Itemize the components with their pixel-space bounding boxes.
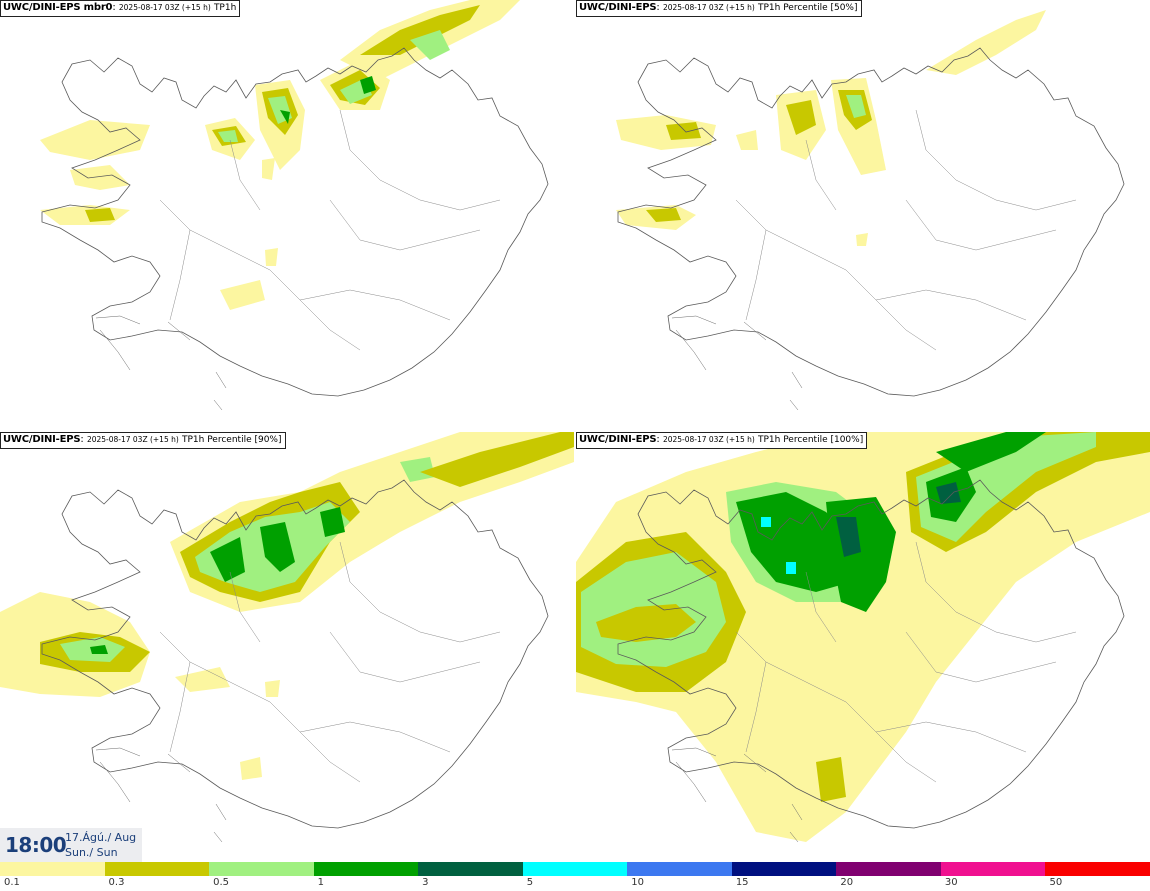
legend-swatch [104, 862, 210, 876]
precip-map [0, 432, 574, 843]
legend-swatch [313, 862, 419, 876]
legend-swatch [940, 862, 1046, 876]
legend-tick-label: 20 [840, 877, 854, 888]
legend-swatch [418, 862, 523, 876]
legend-swatch [731, 862, 837, 876]
legend-tick-label: 30 [944, 877, 958, 888]
parameter: TP1h Percentile [100%] [757, 435, 864, 445]
legend-tick-label: 15 [735, 877, 749, 888]
valid-day-line: Sun./ Sun [65, 846, 118, 859]
model-name: UWC/DINI-EPS [579, 434, 657, 445]
map-panel-p100: UWC/DINI-EPS: 2025-08-17 03Z (+15 h) TP1… [576, 432, 1150, 862]
model-name: UWC/DINI-EPS [579, 2, 657, 13]
legend-tick-label: 0.1 [4, 877, 20, 888]
valid-time-date: 17.Ágú./ Aug Sun./ Sun [65, 830, 136, 860]
legend-swatch [1045, 862, 1150, 876]
precip-map [576, 432, 1150, 843]
legend-color-bar [0, 862, 1150, 876]
map-panel-p50: UWC/DINI-EPS: 2025-08-17 03Z (+15 h) TP1… [576, 0, 1150, 430]
run-time: 2025-08-17 03Z (+15 h) [118, 3, 211, 12]
run-time: 2025-08-17 03Z (+15 h) [662, 3, 755, 12]
valid-time-box: 18:00 17.Ágú./ Aug Sun./ Sun [0, 828, 142, 862]
legend-tick-label: 0.3 [108, 877, 125, 888]
legend-tick-label: 10 [631, 877, 644, 888]
legend-tick-label: 1 [317, 877, 324, 888]
legend-swatch [522, 862, 628, 876]
run-time: 2025-08-17 03Z (+15 h) [86, 435, 179, 444]
valid-date-line: 17.Ágú./ Aug [65, 831, 137, 844]
panel-title: UWC/DINI-EPS: 2025-08-17 03Z (+15 h) TP1… [576, 0, 862, 17]
map-panel-mbr0: UWC/DINI-EPS mbr0: 2025-08-17 03Z (+15 h… [0, 0, 574, 430]
panel-title: UWC/DINI-EPS mbr0: 2025-08-17 03Z (+15 h… [0, 0, 241, 17]
legend-swatch [209, 862, 314, 876]
panel-title: UWC/DINI-EPS: 2025-08-17 03Z (+15 h) TP1… [0, 432, 286, 449]
model-name: UWC/DINI-EPS [3, 434, 81, 445]
valid-time-clock: 18:00 [5, 833, 67, 857]
legend-swatch [836, 862, 941, 876]
model-name: UWC/DINI-EPS mbr0 [3, 2, 113, 13]
precip-legend: 0.1 0.3 0.5 1 3 5 10 15 20 30 50 [0, 862, 1150, 891]
run-time: 2025-08-17 03Z (+15 h) [662, 435, 755, 444]
legend-tick-label: 5 [526, 877, 534, 888]
legend-swatch [627, 862, 732, 876]
parameter: TP1h Percentile [90%] [181, 435, 282, 445]
legend-tick-label: 50 [1049, 877, 1063, 888]
map-panel-p90: UWC/DINI-EPS: 2025-08-17 03Z (+15 h) TP1… [0, 432, 574, 862]
legend-tick-label: 3 [422, 877, 429, 888]
parameter: TP1h Percentile [50%] [757, 3, 858, 13]
parameter: TP1h [213, 3, 237, 13]
precip-map [40, 0, 549, 411]
precip-map [616, 10, 1125, 411]
legend-tick-label: 0.5 [213, 877, 229, 888]
legend-swatch [0, 862, 105, 876]
panel-title: UWC/DINI-EPS: 2025-08-17 03Z (+15 h) TP1… [576, 432, 868, 449]
